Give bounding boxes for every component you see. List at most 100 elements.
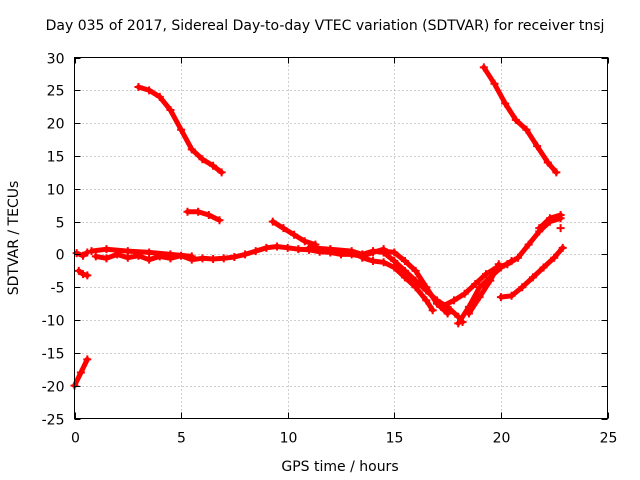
data-point-marker [432, 299, 441, 308]
data-point-marker [475, 283, 484, 292]
y-tick-label: 10 [47, 183, 65, 199]
data-point-marker [83, 355, 92, 364]
data-point-marker [454, 319, 463, 328]
data-point-marker [72, 249, 81, 258]
data-point-marker [102, 254, 111, 263]
data-point-marker [556, 211, 565, 220]
data-point-marker [533, 142, 542, 151]
data-point-marker [166, 250, 175, 259]
data-series-arc-9 [306, 245, 465, 325]
series-layer [70, 63, 567, 390]
data-point-marker [290, 230, 299, 239]
data-point-marker [230, 253, 239, 262]
x-tick-label: 0 [71, 431, 80, 447]
data-point-marker [475, 293, 484, 302]
data-point-marker [305, 243, 314, 252]
data-point-marker [379, 247, 388, 256]
data-point-marker [558, 243, 567, 252]
data-series-arc-13 [455, 258, 515, 326]
data-point-marker [411, 266, 420, 275]
y-tick-label: 20 [47, 117, 65, 133]
data-point-marker [422, 296, 431, 305]
data-point-marker [273, 242, 282, 251]
data-point-marker [326, 245, 335, 254]
data-point-marker [496, 293, 505, 302]
data-point-marker [87, 247, 96, 256]
data-point-marker [501, 99, 510, 108]
data-point-marker [481, 270, 490, 279]
chart-title: Day 035 of 2017, Sidereal Day-to-day VTE… [46, 18, 605, 34]
data-point-marker [215, 216, 224, 225]
data-series-arc-5 [185, 209, 222, 223]
data-point-marker [390, 248, 399, 257]
data-point-marker [198, 254, 207, 263]
data-point-marker [513, 253, 522, 262]
data-point-marker [522, 125, 531, 134]
data-point-marker [539, 263, 548, 272]
data-point-marker [187, 145, 196, 154]
y-tick-label: -15 [42, 347, 65, 363]
data-point-marker [552, 168, 561, 177]
plot-frame [74, 57, 608, 419]
data-point-marker [251, 247, 260, 256]
data-point-marker [411, 283, 420, 292]
data-point-marker [145, 86, 154, 95]
data-point-marker [279, 224, 288, 233]
y-tick-label: -20 [42, 380, 65, 396]
data-point-marker [204, 211, 213, 220]
y-tick-label: -10 [42, 314, 65, 330]
data-point-marker [145, 248, 154, 257]
data-point-marker [543, 158, 552, 167]
y-tick-label: -25 [42, 413, 65, 429]
data-point-marker [507, 256, 516, 265]
y-axis-label: SDTVAR / TECUs [6, 181, 22, 296]
data-point-marker [166, 106, 175, 115]
data-point-marker [283, 243, 292, 252]
data-point-marker [102, 245, 111, 254]
data-point-marker [556, 224, 565, 233]
data-point-marker [507, 291, 516, 300]
y-tick-label: 30 [47, 52, 65, 68]
data-series-arc-14 [466, 261, 502, 316]
data-point-marker [76, 368, 85, 377]
data-point-marker [390, 263, 399, 272]
data-point-marker [155, 92, 164, 101]
data-point-marker [262, 243, 271, 252]
data-point-marker [183, 207, 192, 216]
data-point-marker [428, 306, 437, 315]
data-point-marker [79, 270, 88, 279]
y-tick-label: -5 [51, 281, 65, 297]
data-point-marker [268, 217, 277, 226]
data-point-marker [134, 83, 143, 92]
data-point-marker [464, 309, 473, 318]
data-point-marker [550, 253, 559, 262]
data-point-marker [300, 237, 309, 246]
data-point-marker [518, 283, 527, 292]
data-series-arc-16 [481, 64, 559, 175]
x-axis-label: GPS time / hours [281, 459, 398, 475]
data-point-marker [368, 247, 377, 256]
data-point-marker [91, 252, 100, 261]
data-point-marker [494, 260, 503, 269]
data-point-marker [479, 63, 488, 72]
data-point-marker [490, 79, 499, 88]
x-tick-label: 20 [493, 431, 511, 447]
x-tick-label: 25 [600, 431, 618, 447]
data-point-marker [347, 247, 356, 256]
data-point-marker [145, 255, 154, 264]
y-tick-label: 15 [47, 150, 65, 166]
data-point-marker [294, 245, 303, 254]
grid-layer [74, 57, 608, 419]
data-point-marker [528, 273, 537, 282]
data-point-marker [400, 256, 409, 265]
data-point-marker [460, 289, 469, 298]
data-point-marker [79, 251, 88, 260]
data-series-arc-6 [93, 244, 387, 263]
data-point-marker [400, 273, 409, 282]
data-point-marker [511, 115, 520, 124]
y-tick-label: 25 [47, 84, 65, 100]
data-point-marker [83, 271, 92, 280]
data-point-marker [535, 224, 544, 233]
axis-layer: 0 5 10 15 20 25 -25 -20 -15 -10 -5 0 5 10 15 20 25 30 [42, 52, 618, 447]
